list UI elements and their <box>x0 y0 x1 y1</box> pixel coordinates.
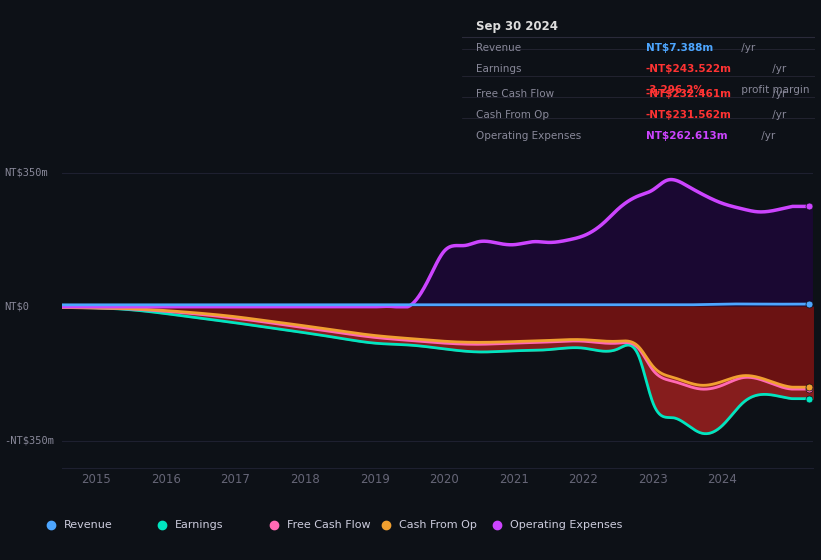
Text: /yr: /yr <box>768 63 786 73</box>
Text: Revenue: Revenue <box>476 43 521 53</box>
Text: NT$7.388m: NT$7.388m <box>646 43 713 53</box>
Text: /yr: /yr <box>759 131 776 141</box>
Text: profit margin: profit margin <box>738 85 810 95</box>
Text: /yr: /yr <box>738 43 755 53</box>
Text: Sep 30 2024: Sep 30 2024 <box>476 20 558 33</box>
Text: -NT$232.461m: -NT$232.461m <box>646 89 732 99</box>
Text: Operating Expenses: Operating Expenses <box>476 131 581 141</box>
Text: Revenue: Revenue <box>63 520 112 530</box>
Text: /yr: /yr <box>768 110 786 120</box>
Text: NT$262.613m: NT$262.613m <box>646 131 727 141</box>
Text: -NT$350m: -NT$350m <box>4 436 54 446</box>
Text: -NT$231.562m: -NT$231.562m <box>646 110 732 120</box>
Text: Cash From Op: Cash From Op <box>476 110 549 120</box>
Text: -NT$243.522m: -NT$243.522m <box>646 63 732 73</box>
Text: NT$0: NT$0 <box>4 302 29 312</box>
Text: Operating Expenses: Operating Expenses <box>510 520 622 530</box>
Text: Cash From Op: Cash From Op <box>398 520 476 530</box>
Text: -3,296.2%: -3,296.2% <box>646 85 704 95</box>
Text: Free Cash Flow: Free Cash Flow <box>476 89 554 99</box>
Text: Free Cash Flow: Free Cash Flow <box>287 520 370 530</box>
Text: Earnings: Earnings <box>476 63 522 73</box>
Text: Earnings: Earnings <box>175 520 223 530</box>
Text: NT$350m: NT$350m <box>4 167 48 178</box>
Text: /yr: /yr <box>768 89 786 99</box>
